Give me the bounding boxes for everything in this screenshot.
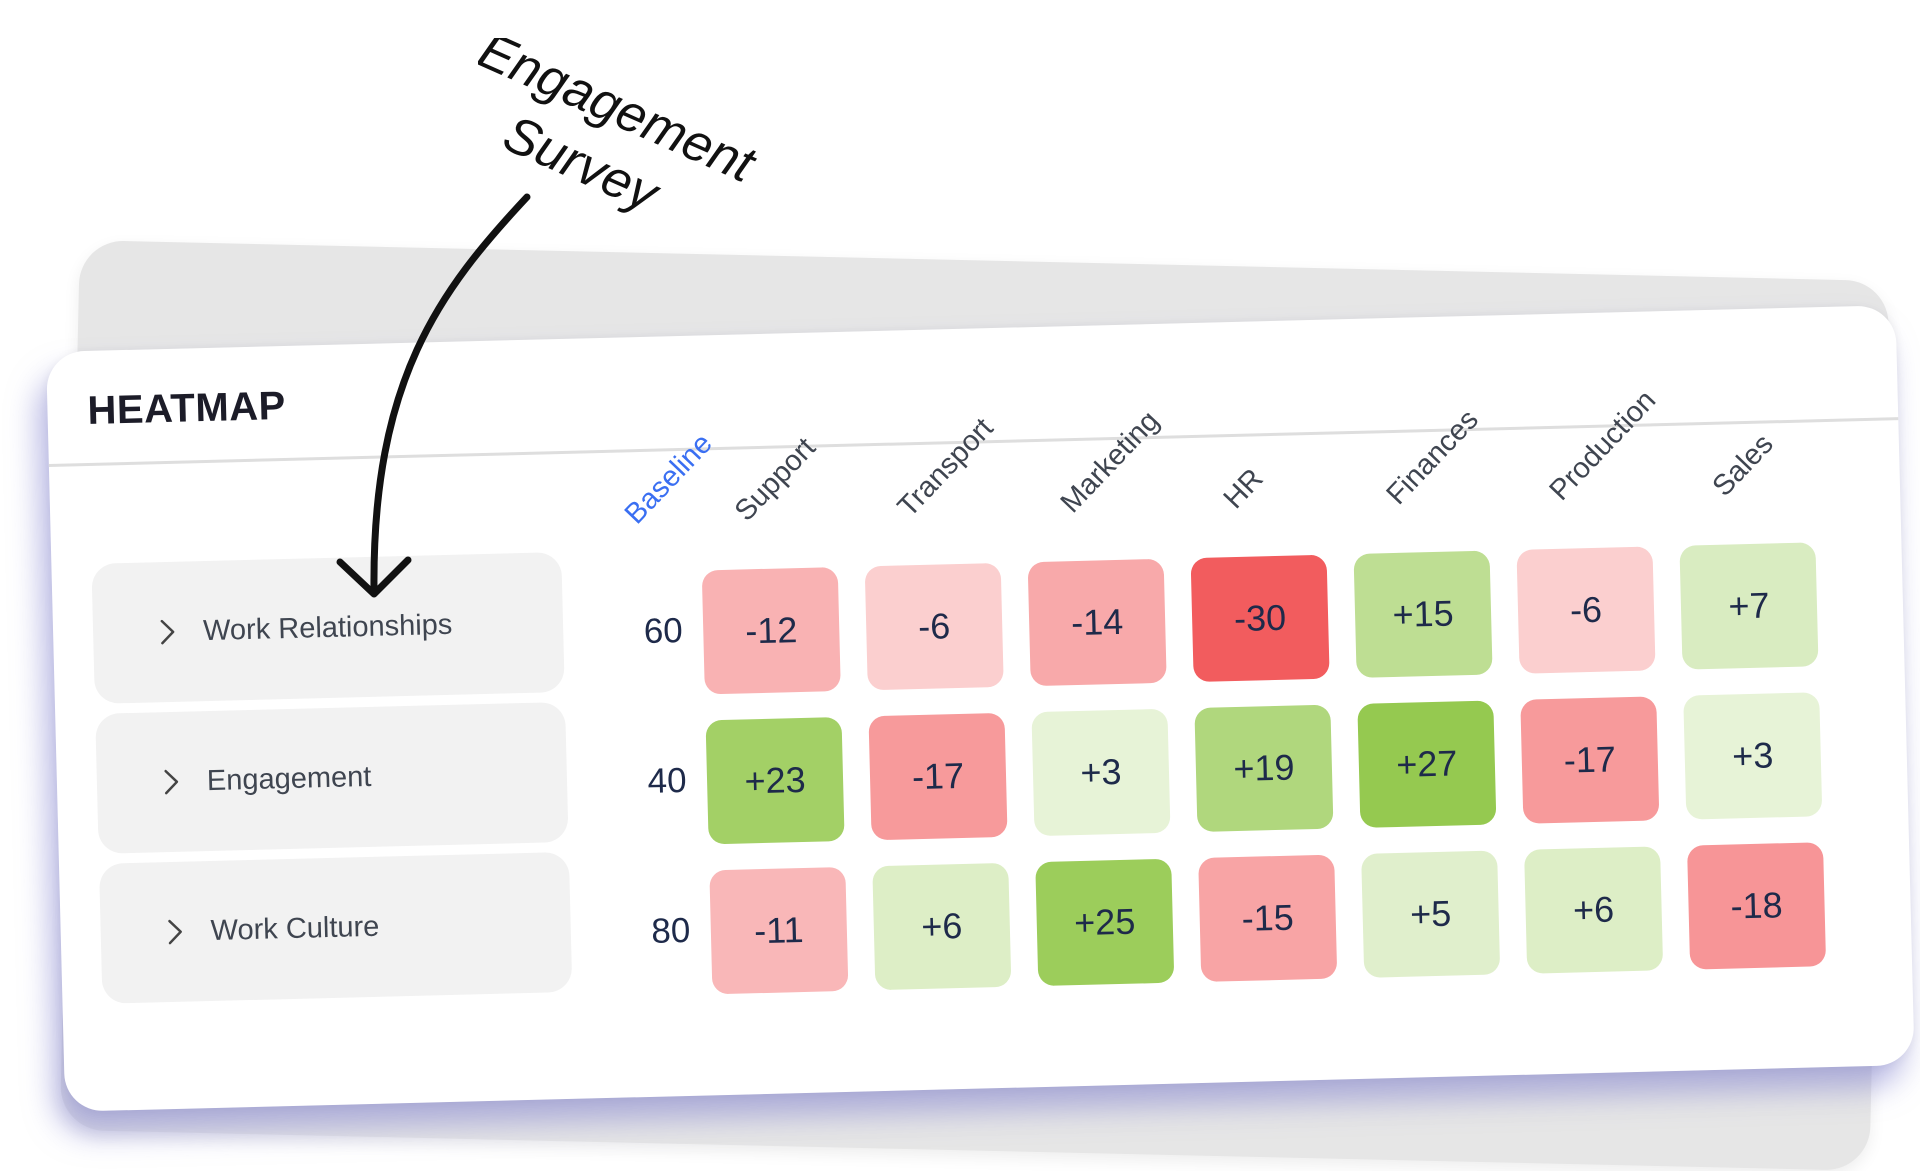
row-label-text: Engagement [206,760,372,797]
annotation-text: Engagement Survey [478,38,765,225]
heatmap-cell: +15 [1353,550,1493,678]
heatmap-cell: -18 [1687,842,1827,970]
heatmap-cell: +23 [705,716,845,845]
heatmap-cell: +5 [1361,850,1501,978]
heatmap-card-wrapper: HEATMAP Baseline Support Transport Marketin… [46,305,1915,1112]
row-label-engagement[interactable]: Engagement [95,701,569,854]
card-title: HEATMAP [86,383,287,433]
heatmap-cell: -30 [1190,554,1330,683]
chevron-right-icon [164,769,179,795]
row-label-work-relationships[interactable]: Work Relationships [91,552,565,704]
baseline-value: 60 [643,610,684,651]
heatmap-cell: +27 [1357,700,1497,828]
heatmap-cell: -14 [1027,558,1167,687]
heatmap-cell: +25 [1035,858,1175,987]
heatmap-cell: -15 [1198,854,1338,982]
heatmap-cell: -6 [1516,546,1656,674]
row-label-work-culture[interactable]: Work Culture [98,851,573,1004]
heatmap-cell: -6 [864,562,1004,691]
heatmap-cell: -11 [709,866,849,995]
heatmap-cell: +6 [1524,846,1664,974]
heatmap-grid: Baseline Support Transport Marketing HR Finan… [46,305,1895,1004]
heatmap-cell: +3 [1031,708,1171,837]
heatmap-cell: +19 [1194,704,1334,833]
row-label-text: Work Culture [210,910,380,947]
heatmap-cell: -17 [868,712,1008,841]
heatmap-cell: -17 [1520,696,1660,824]
heatmap-cell: +6 [872,862,1012,991]
chevron-right-icon [160,619,175,645]
baseline-value: 40 [647,760,688,801]
baseline-value: 80 [650,910,691,951]
row-label-text: Work Relationships [202,608,453,647]
heatmap-cell: +3 [1683,692,1823,820]
heatmap-cell: +7 [1679,542,1819,670]
heatmap-cell: -12 [701,567,841,695]
chevron-right-icon [168,919,182,945]
